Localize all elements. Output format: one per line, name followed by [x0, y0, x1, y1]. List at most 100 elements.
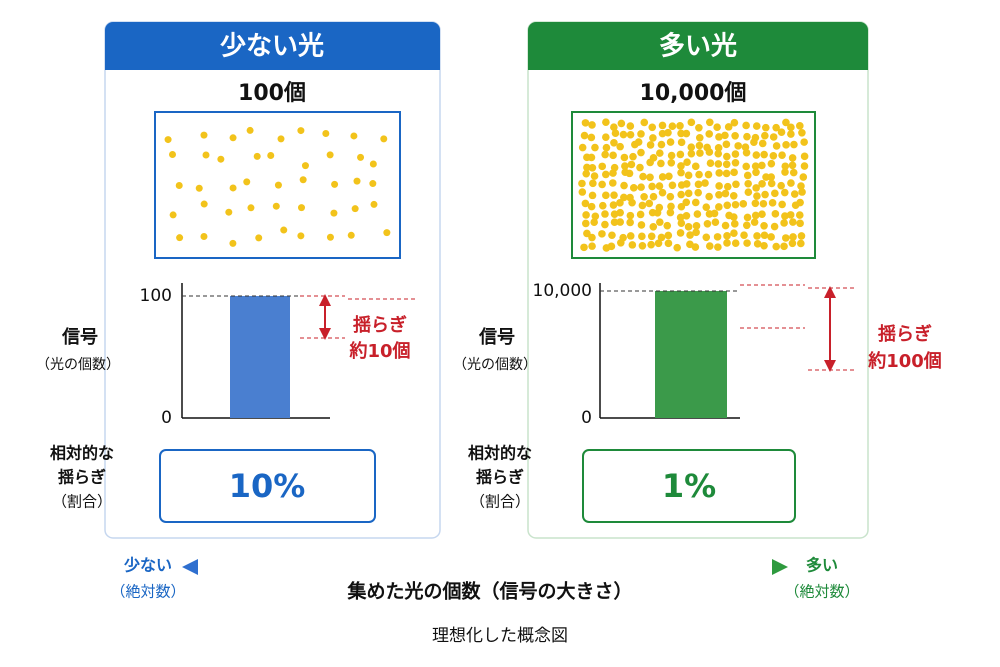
photon — [676, 229, 685, 237]
photon — [761, 131, 769, 140]
photon — [658, 121, 667, 130]
photon — [705, 192, 713, 201]
photon — [598, 162, 607, 171]
signal-label: 信号 — [478, 326, 515, 348]
photon — [656, 149, 664, 157]
photon — [800, 138, 808, 146]
photon — [790, 140, 798, 149]
photon — [588, 242, 596, 250]
photon — [272, 202, 280, 210]
photon — [330, 209, 338, 217]
photon — [752, 122, 761, 130]
photon — [581, 219, 590, 228]
photon — [602, 133, 610, 141]
photon — [175, 182, 183, 190]
photon — [778, 200, 786, 209]
photon — [724, 123, 733, 131]
photon — [705, 242, 714, 250]
photon — [587, 202, 596, 211]
photon — [588, 121, 596, 129]
photon — [772, 123, 780, 132]
photon — [691, 243, 700, 251]
photon — [693, 210, 702, 218]
photon — [769, 133, 778, 141]
photon — [602, 191, 610, 200]
photon — [714, 144, 723, 152]
photon — [636, 163, 644, 172]
photon — [664, 128, 672, 137]
photon — [637, 130, 645, 138]
photon — [666, 138, 675, 146]
photon — [200, 200, 208, 208]
photon — [760, 231, 769, 240]
photon — [701, 179, 709, 187]
photon — [676, 121, 684, 130]
photon — [629, 152, 637, 161]
photon — [658, 188, 667, 197]
photon — [620, 153, 629, 162]
panel-title: 少ない光 — [220, 32, 324, 62]
photon — [620, 181, 628, 190]
photon — [609, 169, 617, 177]
photon — [742, 221, 751, 230]
photon — [723, 239, 731, 247]
photon — [357, 153, 365, 161]
photon — [657, 159, 665, 168]
photon — [616, 218, 625, 226]
photon — [771, 189, 779, 198]
photon — [731, 239, 740, 247]
photon — [758, 210, 766, 219]
photon — [751, 211, 760, 220]
photon — [587, 153, 596, 162]
photon — [714, 149, 723, 158]
photon — [217, 155, 225, 163]
photon — [705, 148, 714, 156]
photon — [797, 232, 806, 240]
photon — [640, 118, 649, 127]
photon — [280, 226, 288, 234]
photon — [692, 222, 701, 230]
photon — [781, 234, 790, 242]
photon — [731, 200, 740, 209]
photon — [636, 210, 645, 219]
photon — [243, 178, 251, 186]
photon — [578, 188, 587, 196]
photon — [731, 132, 739, 140]
relative-label: 相対的な — [50, 444, 114, 463]
photon — [590, 218, 598, 226]
photon — [677, 202, 686, 211]
photon — [646, 158, 654, 167]
photon — [682, 180, 691, 188]
photon — [760, 241, 768, 250]
photon — [665, 172, 673, 181]
photon — [770, 222, 779, 231]
photon — [771, 210, 780, 218]
percent: 10% — [229, 467, 306, 505]
photon — [796, 122, 804, 130]
photon — [797, 182, 805, 190]
photon — [667, 158, 676, 167]
photon — [383, 229, 391, 237]
photon — [601, 150, 609, 159]
photon — [789, 218, 797, 226]
photon — [253, 152, 261, 160]
photon — [715, 203, 723, 211]
photon — [696, 149, 704, 157]
photon — [782, 141, 790, 149]
photon — [713, 123, 721, 132]
photon — [580, 131, 589, 140]
panel-many: 多い光 10,000個 10,000 0 揺らぎ 約100個 信号 （光の個数）… — [453, 21, 942, 539]
photon — [767, 173, 776, 181]
photon — [758, 161, 766, 170]
photon — [722, 160, 731, 169]
photon — [787, 130, 795, 138]
photon — [722, 140, 731, 149]
photon — [752, 168, 760, 177]
photon — [617, 239, 625, 247]
photon — [246, 126, 254, 134]
axis-left-sub: （絶対数） — [110, 583, 185, 601]
photon — [169, 211, 177, 219]
photon — [353, 177, 361, 185]
photon — [654, 239, 663, 248]
photon — [637, 221, 646, 229]
